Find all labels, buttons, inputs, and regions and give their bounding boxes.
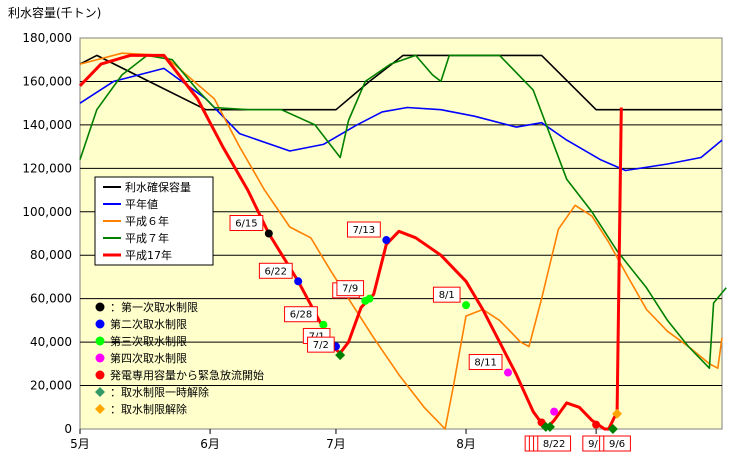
marker-legend-diamond <box>95 404 105 414</box>
y-tick-label: 160,000 <box>22 74 72 88</box>
y-tick-label: 140,000 <box>22 118 72 132</box>
marker-legend: ：第一次取水制限第二次取水制限第三次取水制限第四次取水制限発電専用容量から緊急放… <box>95 300 264 416</box>
marker-label-box <box>347 221 381 238</box>
y-tick-label: 0 <box>64 422 72 436</box>
marker-legend-label: 第四次取水制限 <box>110 351 187 365</box>
marker-label: 9/6 <box>609 439 625 450</box>
marker-dot <box>319 320 328 329</box>
x-tick-label: 8月 <box>456 437 476 451</box>
marker-dot <box>592 420 601 429</box>
legend-label: 平年値 <box>125 197 158 211</box>
y-axis: 180,000 160,000 140,000 120,000 100,000 80,00… <box>22 31 72 436</box>
marker-label-box <box>468 354 503 371</box>
marker-label-box <box>258 262 293 279</box>
marker-legend-label: 第三次取水制限 <box>110 334 187 348</box>
marker-legend-dot <box>95 370 105 380</box>
marker-diamond <box>544 421 555 432</box>
marker-label: 9/1 <box>588 439 604 450</box>
y-tick-label: 120,000 <box>22 161 72 175</box>
legend-label: 平成７年 <box>125 231 169 245</box>
marker-diamond <box>607 424 618 434</box>
legend-label: 平成６年 <box>125 214 169 228</box>
marker-label-box <box>307 336 335 353</box>
marker-label: 6/15 <box>235 219 257 230</box>
series-lines <box>78 52 727 431</box>
y-tick-label: 100,000 <box>22 205 72 219</box>
marker-legend-diamond <box>95 387 105 397</box>
marker-dot <box>264 229 273 238</box>
marker-label: 8/22 <box>543 439 565 450</box>
marker-label: 6/28 <box>290 310 312 321</box>
legend-label: 平成17年 <box>125 248 172 262</box>
marker-dot <box>462 301 471 310</box>
marker-dot <box>550 407 559 416</box>
x-tick-label: 6月 <box>200 437 220 451</box>
marker-label-box <box>284 306 318 323</box>
marker-diamond <box>335 350 346 361</box>
marker-legend-label: ：第一次取水制限 <box>110 300 198 314</box>
y-tick-label: 80,000 <box>30 248 72 262</box>
y-axis-title: 利水容量(千トン) <box>8 5 101 20</box>
date-markers: 6/156/226/287/17/27/87/97/138/18/118/198… <box>229 215 631 452</box>
marker-legend-dot <box>95 319 105 329</box>
marker-label-box <box>537 435 572 452</box>
marker-label: 8/1 <box>439 290 455 301</box>
series-line-4 <box>79 54 727 369</box>
marker-diamond <box>612 408 623 419</box>
series-line-5 <box>78 53 623 431</box>
y-tick-label: 20,000 <box>30 379 72 393</box>
y-tick-label: 60,000 <box>30 292 72 306</box>
marker-dot <box>294 277 303 286</box>
marker-dot <box>382 236 391 245</box>
x-tick-label: 5月 <box>70 437 90 451</box>
x-tick-label: 7月 <box>326 437 346 451</box>
legend-label: 利水確保容量 <box>125 180 191 194</box>
marker-label: 7/2 <box>313 340 329 351</box>
marker-dot <box>504 368 512 377</box>
marker-label-box <box>432 286 461 303</box>
series-line-3 <box>79 52 723 430</box>
marker-label: 6/22 <box>265 266 287 277</box>
marker-label: 8/11 <box>474 358 496 369</box>
marker-legend-label: ：取水制限解除 <box>110 402 187 416</box>
marker-label-box <box>229 215 264 231</box>
marker-label-box <box>603 435 631 452</box>
marker-label-box <box>336 280 365 297</box>
marker-label: 7/9 <box>342 284 358 295</box>
y-tick-label: 40,000 <box>30 335 72 349</box>
series-line-1 <box>79 54 722 111</box>
marker-legend-label: 発電専用容量から緊急放流開始 <box>110 368 264 382</box>
marker-legend-label: 第二次取水制限 <box>110 317 187 331</box>
marker-legend-label: ：取水制限一時解除 <box>110 385 209 399</box>
y-tick-label: 180,000 <box>22 31 72 45</box>
marker-legend-dot <box>95 302 105 312</box>
marker-label: 7/13 <box>353 225 375 236</box>
marker-dot <box>365 294 374 303</box>
marker-legend-dot <box>95 336 105 346</box>
marker-legend-dot <box>95 353 105 363</box>
